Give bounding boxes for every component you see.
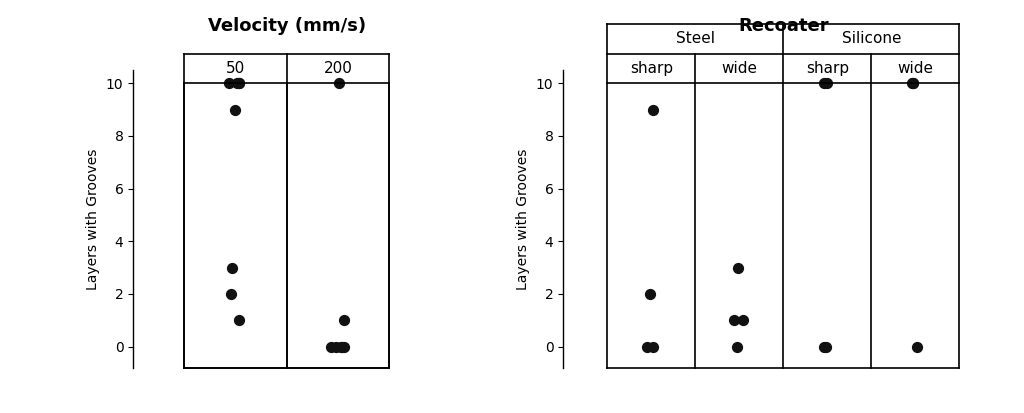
Point: [223, 264, 240, 271]
Point: [231, 317, 248, 323]
Point: [905, 80, 922, 87]
Point: [816, 343, 833, 350]
Point: [645, 343, 662, 350]
Point: [227, 107, 244, 113]
Text: wide: wide: [897, 61, 934, 76]
Point: [334, 343, 350, 350]
Point: [220, 80, 237, 87]
Y-axis label: Layers with Grooves: Layers with Grooves: [516, 148, 530, 290]
Point: [903, 80, 920, 87]
Text: sharp: sharp: [806, 61, 849, 76]
Point: [231, 80, 248, 87]
Point: [905, 80, 922, 87]
Text: Silicone: Silicone: [842, 31, 901, 46]
Point: [645, 107, 662, 113]
Point: [331, 80, 347, 87]
Point: [335, 343, 351, 350]
Point: [909, 343, 926, 350]
Text: 200: 200: [324, 61, 352, 76]
Point: [639, 343, 655, 350]
Point: [734, 317, 751, 323]
Point: [816, 80, 833, 87]
Point: [818, 343, 835, 350]
Text: wide: wide: [721, 61, 758, 76]
Point: [726, 317, 742, 323]
Title: Velocity (mm/s): Velocity (mm/s): [208, 17, 366, 36]
Text: sharp: sharp: [630, 61, 673, 76]
Point: [336, 317, 352, 323]
Point: [819, 80, 836, 87]
Point: [223, 291, 240, 297]
Text: 50: 50: [226, 61, 245, 76]
Text: Steel: Steel: [676, 31, 715, 46]
Point: [328, 343, 344, 350]
Title: Recoater: Recoater: [738, 17, 828, 36]
Point: [229, 80, 246, 87]
Point: [642, 291, 658, 297]
Point: [730, 264, 746, 271]
Point: [324, 343, 340, 350]
Point: [230, 80, 247, 87]
Point: [333, 343, 349, 350]
Y-axis label: Layers with Grooves: Layers with Grooves: [86, 148, 100, 290]
Point: [728, 343, 744, 350]
